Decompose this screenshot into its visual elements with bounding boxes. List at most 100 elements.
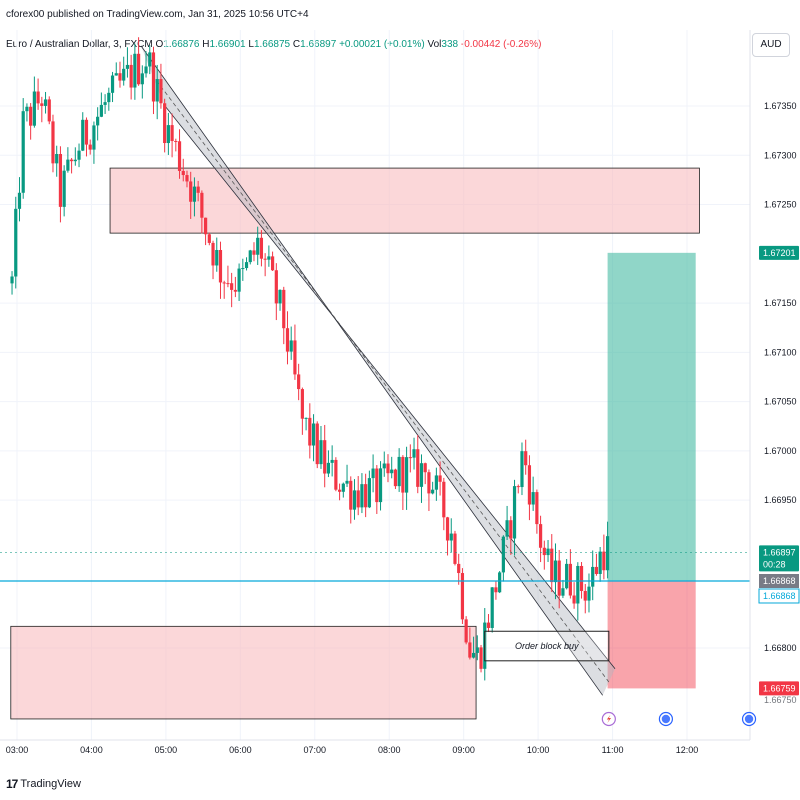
candle-body (553, 560, 558, 583)
candle-body (222, 282, 226, 284)
candle (304, 417, 308, 431)
candle-body (274, 270, 278, 304)
lightning-glyph (606, 715, 612, 723)
candle (490, 587, 494, 633)
take-profit-zone (607, 252, 696, 581)
candle (289, 326, 293, 360)
candle-body (542, 547, 546, 556)
candle-body (144, 66, 148, 74)
low-label: L (248, 39, 254, 50)
price-tick-label: 1.67150 (764, 298, 797, 308)
candle (84, 117, 89, 157)
candle (479, 644, 483, 673)
candle (155, 64, 159, 120)
candles (10, 37, 610, 681)
candle (431, 481, 435, 495)
candle-body (21, 111, 25, 193)
channel-lower-line (163, 103, 616, 669)
tradingview-brand-text: TradingView (20, 778, 81, 790)
candle-body (136, 53, 141, 85)
candle (159, 63, 163, 109)
candle-body (174, 141, 178, 143)
candle (207, 232, 211, 246)
candle (494, 580, 498, 600)
candle-body (371, 468, 375, 479)
candle (133, 43, 137, 100)
candle-body (69, 159, 74, 162)
candle-body (267, 256, 271, 260)
candle-body (367, 478, 371, 508)
candle (561, 579, 565, 599)
candle (140, 65, 144, 99)
candle-body (51, 121, 55, 164)
channel-upper-line (140, 45, 603, 696)
candle-body (490, 587, 494, 628)
candle-body (189, 181, 193, 202)
candle (427, 469, 431, 512)
currency-button[interactable]: AUD (752, 33, 790, 57)
candle-body (308, 417, 312, 446)
candle (364, 473, 368, 518)
candle-body (14, 208, 18, 277)
candle-body (181, 170, 185, 176)
candle-body (356, 490, 360, 508)
candle (583, 583, 587, 614)
candle-body (605, 536, 610, 571)
candle-body (62, 170, 66, 207)
candle (471, 636, 476, 659)
candle-body (248, 250, 252, 263)
candle (501, 535, 505, 582)
candle (349, 476, 353, 524)
candle (434, 467, 438, 501)
candle-body (237, 268, 241, 292)
candle (605, 521, 610, 579)
candle-body (598, 551, 602, 574)
candle-body (192, 186, 197, 202)
candle (457, 553, 461, 585)
candle-body (602, 551, 606, 571)
candle (226, 265, 230, 288)
candle (282, 286, 286, 345)
candle-body (445, 517, 450, 541)
candle (177, 129, 182, 179)
candle (40, 96, 44, 123)
candle-body (401, 456, 405, 493)
candle-body (241, 268, 245, 270)
candle (58, 146, 63, 223)
candle-body (129, 64, 133, 88)
candle (14, 196, 18, 289)
candle (345, 464, 349, 487)
candle-body (36, 91, 40, 104)
candle (248, 249, 252, 265)
candle (516, 484, 520, 494)
candle-body (453, 533, 457, 564)
candle (512, 479, 517, 556)
candle (390, 456, 394, 479)
symbol-title[interactable]: Euro / Australian Dollar, 3, FXCM (6, 39, 153, 50)
close-value: 1.66897 (300, 39, 337, 50)
close-label: C (292, 39, 301, 50)
candle (297, 363, 301, 401)
candle (47, 96, 51, 125)
candle-body (315, 423, 319, 465)
candle (475, 635, 479, 661)
time-tick-label: 10:00 (527, 745, 550, 755)
candle (151, 46, 156, 115)
candle-body (88, 144, 92, 150)
candle-body (390, 469, 394, 474)
tradingview-logo[interactable]: 17 TradingView (6, 777, 81, 791)
candle-body (285, 328, 290, 352)
candle (215, 237, 219, 272)
candle-body (594, 566, 599, 574)
candle (579, 562, 584, 599)
candle-body (25, 106, 29, 112)
candle (602, 534, 606, 580)
open-value: 1.66876 (163, 39, 200, 50)
candle (148, 45, 152, 75)
candle (330, 445, 334, 477)
candle (546, 540, 550, 562)
candle-body (512, 486, 517, 539)
candle-body (378, 468, 383, 503)
candle (419, 454, 424, 503)
